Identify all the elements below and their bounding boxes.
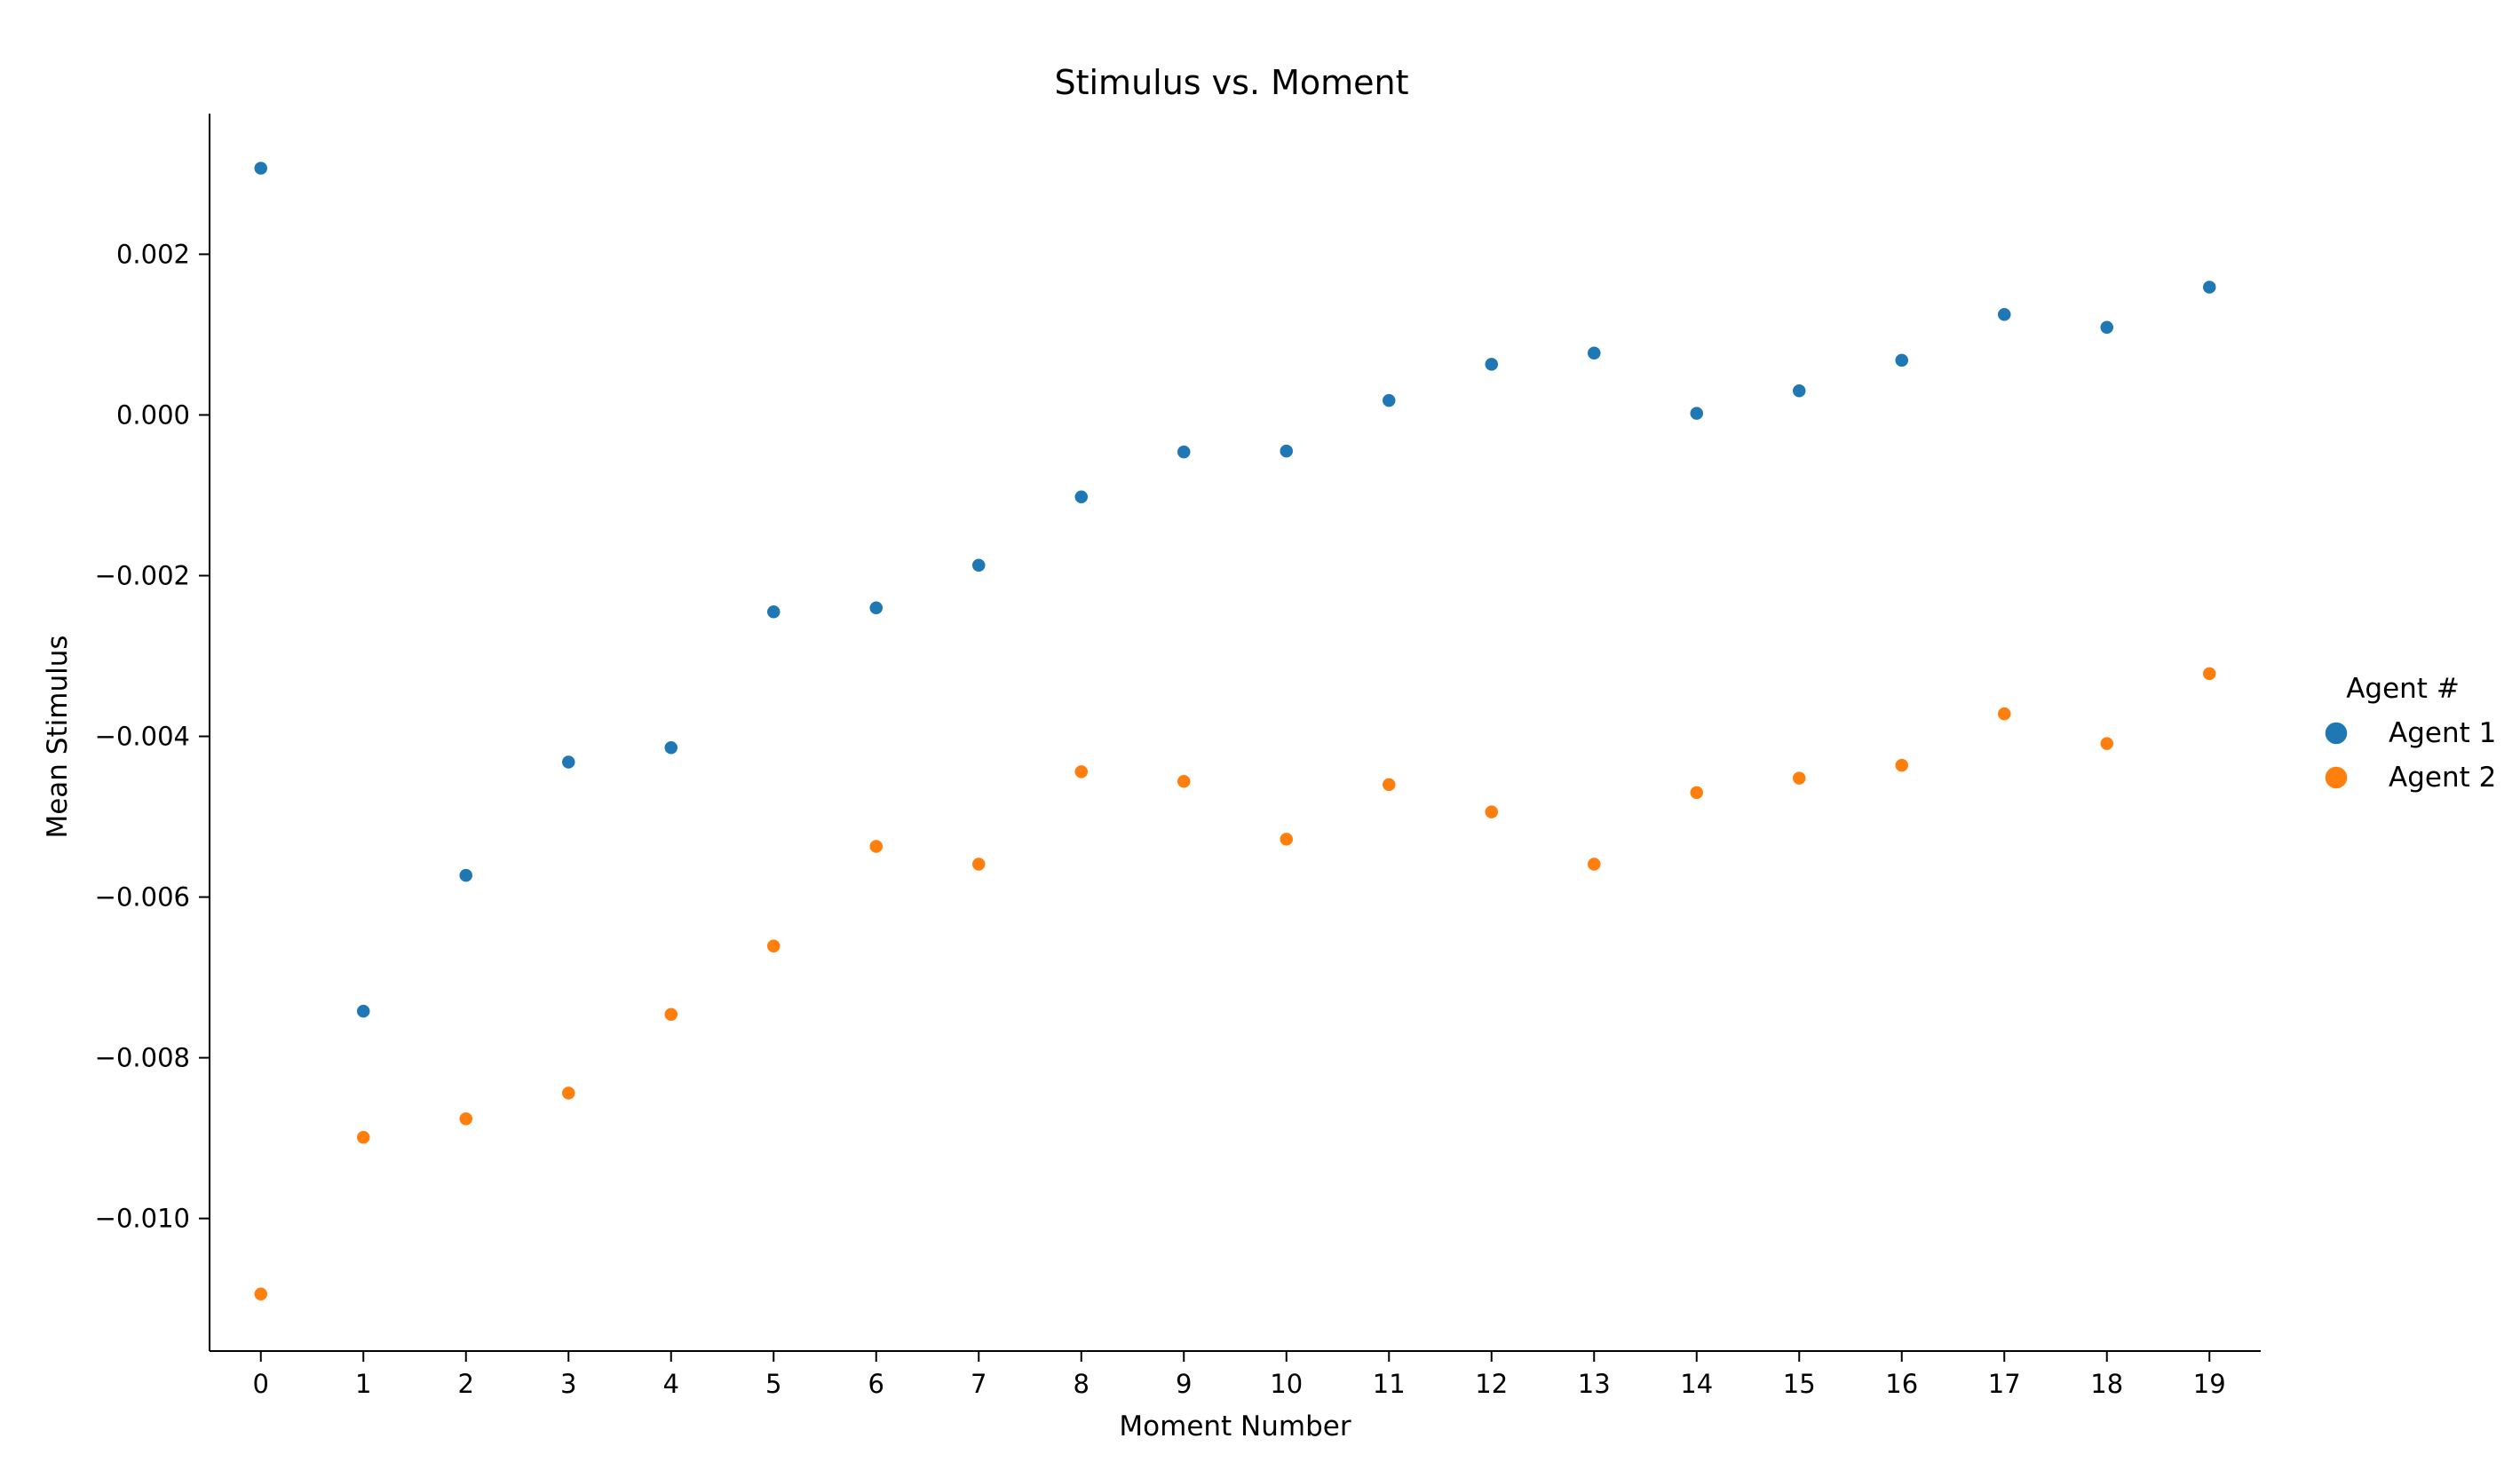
data-point-agent-1 (1791, 383, 1807, 399)
x-tick-label: 19 (2193, 1369, 2226, 1399)
y-tick-label: 0.000 (116, 399, 190, 430)
y-tick-label: −0.010 (95, 1204, 190, 1234)
legend: Agent # Agent 1 Agent 2 (2324, 673, 2496, 794)
data-point-agent-2 (2201, 666, 2217, 682)
data-point-agent-1 (2099, 320, 2115, 336)
data-point-agent-2 (458, 1110, 474, 1127)
y-axis-label: Mean Stimulus (42, 635, 74, 838)
y-tick-label: −0.002 (95, 560, 190, 590)
data-point-agent-1 (971, 557, 987, 573)
x-tick-label: 3 (560, 1369, 576, 1399)
data-point-agent-1 (1279, 443, 1295, 459)
data-point-agent-1 (560, 754, 576, 771)
x-tick-label: 10 (1270, 1369, 1303, 1399)
data-point-agent-1 (765, 604, 781, 620)
data-point-agent-2 (2099, 735, 2115, 752)
legend-marker-agent-1 (2324, 721, 2349, 746)
data-point-agent-1 (1894, 352, 1910, 368)
x-tick-label: 8 (1074, 1369, 1090, 1399)
data-point-agent-2 (1586, 856, 1602, 873)
data-point-agent-2 (765, 938, 781, 954)
x-tick-label: 12 (1475, 1369, 1508, 1399)
data-point-agent-2 (1996, 706, 2012, 722)
x-tick-label: 5 (765, 1369, 781, 1399)
data-point-agent-2 (1689, 785, 1705, 801)
x-tick-label: 6 (868, 1369, 884, 1399)
x-axis-ticks: 0 1 2 3 4 5 6 7 8 9 10 11 12 13 14 15 16 17 18 19 (253, 1351, 2226, 1399)
data-point-agent-1 (1586, 344, 1602, 361)
data-point-agent-2 (560, 1085, 576, 1102)
x-tick-label: 14 (1680, 1369, 1713, 1399)
data-point-agent-2 (971, 856, 987, 873)
y-tick-label: −0.004 (95, 722, 190, 752)
data-point-agent-1 (1996, 306, 2012, 323)
data-point-agent-2 (868, 838, 884, 855)
y-axis-ticks: 0.002 0.000 −0.002 −0.004 −0.006 −0.008 −0.010 (95, 239, 210, 1234)
data-point-agent-2 (253, 1285, 269, 1302)
legend-label-agent-1: Agent 1 (2389, 717, 2496, 749)
chart-title: Stimulus vs. Moment (1054, 63, 1408, 102)
data-point-agent-1 (1689, 405, 1705, 422)
data-point-agent-1 (1176, 444, 1192, 460)
data-point-agent-2 (1074, 763, 1090, 780)
data-point-agent-2 (355, 1129, 371, 1145)
x-tick-label: 2 (458, 1369, 474, 1399)
x-tick-label: 7 (971, 1369, 987, 1399)
data-point-agent-1 (1381, 392, 1397, 408)
data-point-agent-2 (1279, 831, 1295, 848)
data-point-agent-2 (1791, 770, 1807, 786)
x-axis-label: Moment Number (1119, 1411, 1351, 1442)
data-point-agent-1 (663, 739, 679, 755)
x-tick-label: 11 (1373, 1369, 1406, 1399)
data-point-agent-2 (663, 1006, 679, 1023)
data-point-agent-1 (1484, 356, 1500, 373)
data-point-agent-2 (1894, 757, 1910, 773)
x-tick-label: 1 (355, 1369, 371, 1399)
x-tick-label: 18 (2090, 1369, 2123, 1399)
x-tick-label: 16 (1885, 1369, 1918, 1399)
x-tick-label: 4 (663, 1369, 679, 1399)
data-point-agent-1 (355, 1003, 371, 1019)
y-tick-label: 0.002 (116, 239, 190, 269)
legend-marker-agent-2 (2324, 765, 2349, 790)
data-point-agent-2 (1176, 773, 1192, 789)
x-tick-label: 17 (1988, 1369, 2021, 1399)
legend-label-agent-2: Agent 2 (2389, 762, 2496, 794)
y-tick-label: −0.006 (95, 882, 190, 913)
data-point-agent-1 (2201, 279, 2217, 296)
data-point-agent-1 (458, 867, 474, 883)
legend-title: Agent # (2346, 673, 2460, 705)
data-point-agent-1 (253, 160, 269, 177)
data-point-agent-1 (1074, 489, 1090, 505)
data-point-agent-2 (1381, 777, 1397, 793)
y-tick-label: −0.008 (95, 1043, 190, 1073)
data-point-agent-2 (1484, 803, 1500, 820)
data-points (253, 160, 2217, 1302)
x-tick-label: 0 (253, 1369, 269, 1399)
x-tick-label: 15 (1783, 1369, 1816, 1399)
data-point-agent-1 (868, 599, 884, 616)
x-tick-label: 13 (1578, 1369, 1611, 1399)
x-tick-label: 9 (1176, 1369, 1192, 1399)
